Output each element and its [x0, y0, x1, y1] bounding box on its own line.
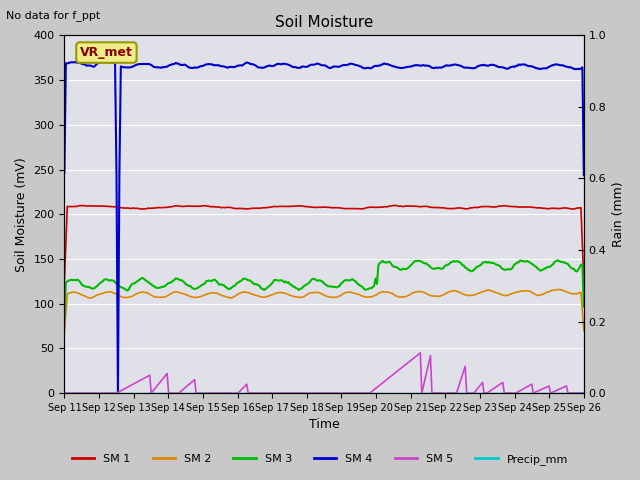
SM 5 [61, 390, 68, 396]
SM 1 [241, 206, 249, 212]
SM 2 [216, 291, 223, 297]
SM 5 [216, 390, 223, 396]
SM 2 [288, 293, 296, 299]
X-axis label: Time: Time [308, 419, 339, 432]
SM 2 [580, 328, 588, 334]
Text: No data for f_ppt: No data for f_ppt [6, 10, 100, 21]
Line: SM 5: SM 5 [65, 353, 584, 393]
Precip_mm [288, 390, 296, 396]
SM 4 [127, 64, 135, 70]
SM 5 [241, 383, 249, 388]
SM 4 [61, 170, 68, 176]
Precip_mm [216, 390, 223, 396]
SM 1 [61, 278, 68, 284]
Line: SM 2: SM 2 [65, 289, 584, 334]
SM 4 [554, 62, 562, 68]
Y-axis label: Rain (mm): Rain (mm) [612, 181, 625, 247]
Precip_mm [241, 390, 249, 396]
SM 2 [557, 287, 564, 292]
SM 2 [551, 287, 559, 293]
SM 3 [241, 276, 249, 282]
Line: SM 1: SM 1 [65, 205, 584, 282]
SM 3 [233, 280, 241, 286]
SM 5 [580, 390, 588, 396]
SM 4 [291, 64, 298, 70]
Title: Soil Moisture: Soil Moisture [275, 15, 373, 30]
SM 1 [580, 279, 588, 285]
Precip_mm [551, 390, 559, 396]
SM 3 [124, 288, 132, 293]
SM 3 [288, 282, 296, 288]
SM 4 [114, 390, 122, 396]
SM 5 [417, 350, 424, 356]
SM 3 [551, 259, 559, 264]
Line: SM 3: SM 3 [65, 260, 584, 320]
SM 4 [580, 172, 588, 178]
Precip_mm [124, 390, 132, 396]
SM 3 [554, 257, 562, 263]
Precip_mm [580, 390, 588, 396]
SM 2 [233, 292, 241, 298]
SM 2 [61, 331, 68, 337]
Y-axis label: Soil Moisture (mV): Soil Moisture (mV) [15, 157, 28, 272]
SM 3 [216, 282, 223, 288]
Text: VR_met: VR_met [80, 46, 133, 59]
SM 1 [233, 205, 241, 211]
SM 4 [236, 62, 243, 68]
SM 3 [61, 317, 68, 323]
SM 5 [124, 384, 132, 390]
SM 1 [288, 204, 296, 209]
SM 4 [218, 63, 226, 69]
SM 2 [124, 295, 132, 300]
Line: SM 4: SM 4 [65, 62, 584, 393]
SM 4 [244, 60, 252, 66]
SM 3 [580, 304, 588, 310]
SM 5 [233, 390, 241, 396]
SM 1 [392, 203, 399, 208]
SM 5 [552, 388, 560, 394]
SM 1 [552, 205, 560, 211]
Precip_mm [61, 390, 68, 396]
Legend: SM 1, SM 2, SM 3, SM 4, SM 5, Precip_mm: SM 1, SM 2, SM 3, SM 4, SM 5, Precip_mm [68, 450, 572, 469]
SM 4 [101, 59, 109, 65]
Precip_mm [233, 390, 241, 396]
SM 2 [241, 289, 249, 295]
SM 1 [216, 204, 223, 210]
SM 5 [288, 390, 296, 396]
SM 1 [124, 205, 132, 211]
